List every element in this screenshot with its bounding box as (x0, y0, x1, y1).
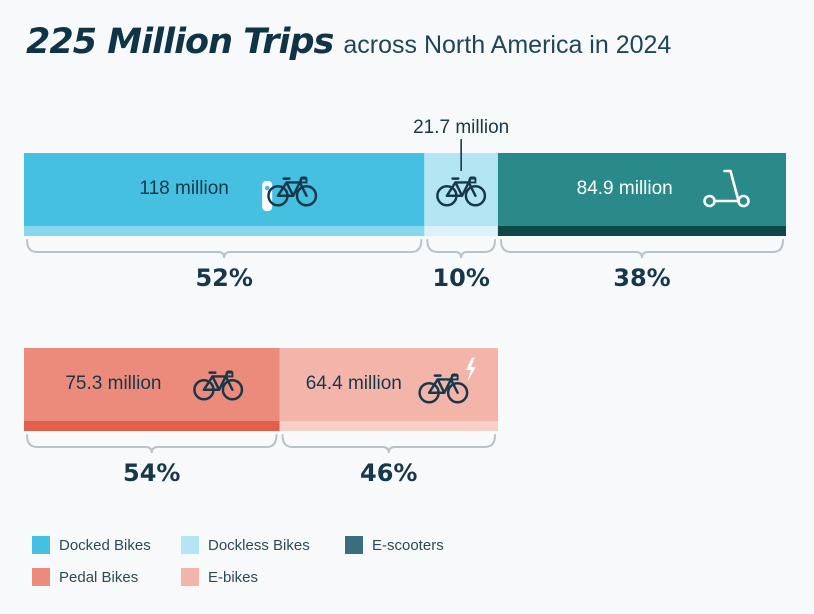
title-subtitle: across North America in 2024 (343, 31, 672, 59)
bracket-e-bikes (281, 434, 496, 454)
legend-item-dockless: Dockless Bikes (181, 536, 310, 554)
value-label-dockless-bikes: 21.7 million (413, 117, 509, 138)
bar-strip-e-bikes (279, 421, 498, 431)
legend-label-ebike: E-bikes (208, 568, 259, 586)
bar-strip-e-scooters (497, 226, 786, 236)
percent-label-pedal-bikes: 54% (123, 459, 180, 487)
bar-strip-docked-bikes (24, 226, 425, 236)
legend-swatch-pedal (32, 568, 50, 586)
bar-docked-bikes (24, 153, 425, 236)
docking-station-icon (262, 181, 273, 211)
bicycle-icon (193, 370, 244, 401)
legend-item-pedal: Pedal Bikes (32, 568, 138, 586)
bracket-e-scooters (499, 239, 784, 259)
legend-swatch-ebike (181, 568, 199, 586)
bicycle-icon (267, 176, 318, 207)
bar-strip-dockless-bikes (424, 226, 498, 236)
scooter-icon (703, 169, 750, 208)
value-label-e-bikes: 64.4 million (306, 373, 402, 394)
value-label-pedal-bikes: 75.3 million (65, 373, 161, 394)
trips-chart: 52% 118 million 10% 21.7 million 38% 84.9 mil… (24, 117, 786, 487)
legend: Docked Bikes Dockless Bikes E-scooters P… (32, 536, 532, 600)
value-label-docked-bikes: 118 million (139, 178, 228, 199)
electric-bicycle-icon (418, 357, 476, 404)
bracket-dockless-bikes (426, 239, 496, 259)
title-main: 225 Million Trips (26, 22, 334, 62)
legend-swatch-docked (32, 536, 50, 554)
legend-label-dockless: Dockless Bikes (208, 536, 310, 554)
legend-item-ebike: E-bikes (181, 568, 258, 586)
bicycle-icon (436, 176, 487, 207)
bar-strip-pedal-bikes (24, 421, 280, 431)
legend-label-pedal: Pedal Bikes (59, 568, 139, 586)
percent-label-e-scooters: 38% (613, 264, 670, 292)
percent-label-docked-bikes: 52% (195, 264, 252, 292)
legend-swatch-dockless (181, 536, 199, 554)
legend-item-escooter: E-scooters (345, 536, 444, 554)
bar-pedal-bikes (24, 348, 280, 431)
bar-e-bikes (279, 348, 498, 431)
legend-label-docked: Docked Bikes (59, 536, 151, 554)
legend-swatch-escooter (345, 536, 363, 554)
bracket-pedal-bikes (26, 434, 278, 454)
percent-label-e-bikes: 46% (360, 459, 417, 487)
legend-label-escooter: E-scooters (372, 536, 444, 554)
legend-item-docked: Docked Bikes (32, 536, 151, 554)
percent-label-dockless-bikes: 10% (432, 264, 489, 292)
value-label-e-scooters: 84.9 million (577, 178, 673, 199)
chart-title: 225 Million Trips across North America in… (26, 22, 671, 70)
bracket-docked-bikes (26, 239, 423, 259)
